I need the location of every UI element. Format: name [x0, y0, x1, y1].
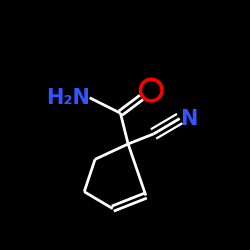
- Circle shape: [140, 79, 162, 101]
- Text: H₂N: H₂N: [46, 88, 90, 108]
- Text: N: N: [180, 108, 197, 128]
